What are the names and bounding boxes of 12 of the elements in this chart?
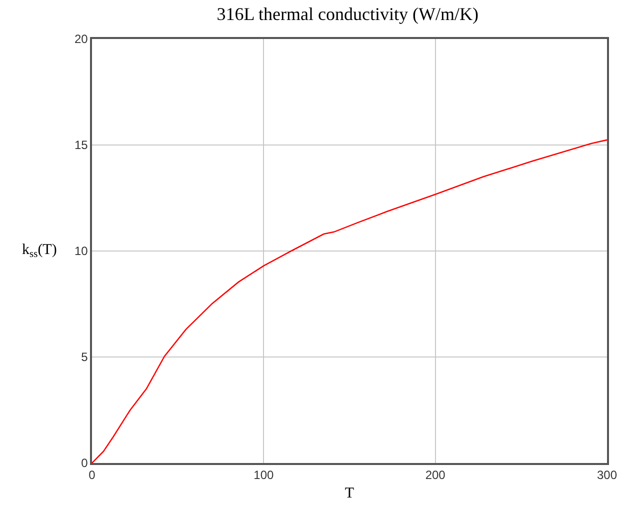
y-tick-label: 10 (74, 244, 88, 258)
y-tick-label: 20 (74, 32, 88, 46)
chart-title: 316L thermal conductivity (W/m/K) (216, 4, 478, 24)
y-tick-label: 15 (74, 138, 88, 152)
x-tick-label: 100 (254, 468, 274, 482)
y-tick-label: 0 (81, 456, 88, 470)
x-tick-label: 200 (425, 468, 446, 482)
line-series (92, 139, 607, 463)
x-tick-label: 300 (596, 468, 618, 482)
y-axis-title: k$_{ss}$(T) (22, 242, 57, 260)
x-axis-title: T (344, 486, 354, 502)
y-tick-label: 5 (81, 350, 88, 364)
